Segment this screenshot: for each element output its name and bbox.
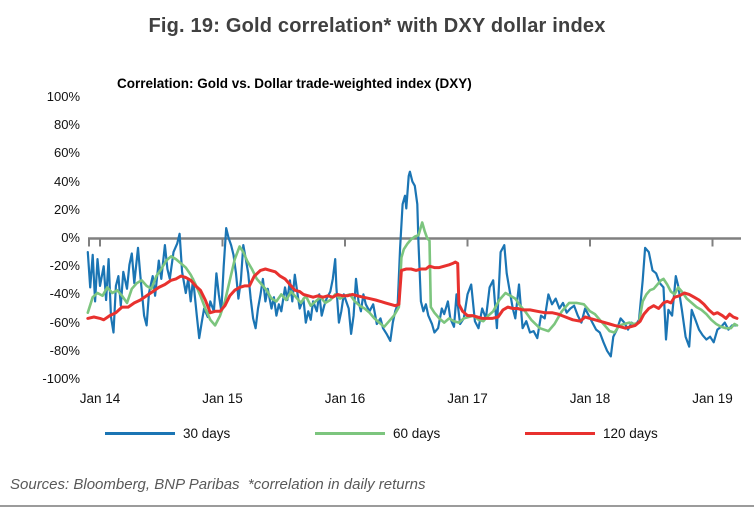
series-line-120-days	[86, 260, 739, 330]
x-axis-tick-label: Jan 15	[202, 391, 243, 406]
y-axis-tick-label: -20%	[49, 258, 80, 274]
y-axis-tick-label: -100%	[42, 371, 80, 386]
y-axis-tick-label: 40%	[53, 173, 80, 189]
legend-swatch-120-days-line	[525, 431, 595, 435]
legend-label: 120 days	[603, 425, 658, 441]
y-axis-tick-label: -40%	[49, 286, 80, 302]
source-note: Sources: Bloomberg, BNP Paribas *correla…	[10, 476, 426, 493]
legend-item-60-days: 60 days	[315, 424, 440, 442]
bottom-rule	[0, 505, 754, 507]
series-line-60-days	[86, 221, 739, 334]
x-axis-tick-label: Jan 18	[569, 391, 611, 406]
x-axis-tick-label: Jan 17	[447, 391, 488, 406]
y-axis-tick-label: -60%	[49, 314, 80, 330]
y-axis-tick-label: 80%	[53, 117, 80, 133]
y-axis-tick-label: 0%	[61, 230, 80, 245]
y-axis-tick-label: 100%	[46, 89, 80, 104]
x-axis-tick-label: Jan 19	[692, 391, 733, 406]
x-axis-tick-label: Jan 16	[324, 391, 366, 406]
legend-label: 60 days	[393, 425, 441, 441]
legend-item-30-days: 30 days	[105, 424, 230, 442]
legend-label: 30 days	[183, 425, 231, 441]
series-line-30-days	[86, 170, 739, 358]
y-axis-tick-label: 20%	[53, 201, 80, 217]
chart-legend: 30 days 60 days 120 days	[0, 424, 754, 442]
chart-subtitle: Correlation: Gold vs. Dollar trade-weigh…	[117, 76, 472, 91]
legend-item-120-days: 120 days	[525, 424, 658, 442]
y-axis-tick-label: -80%	[49, 342, 80, 358]
x-axis-tick-label: Jan 14	[79, 391, 121, 406]
y-axis-tick-label: 60%	[53, 145, 80, 161]
legend-swatch-30-days-line	[105, 431, 175, 435]
legend-swatch-60-days-line	[315, 431, 385, 435]
figure-title: Fig. 19: Gold correlation* with DXY doll…	[148, 15, 606, 37]
